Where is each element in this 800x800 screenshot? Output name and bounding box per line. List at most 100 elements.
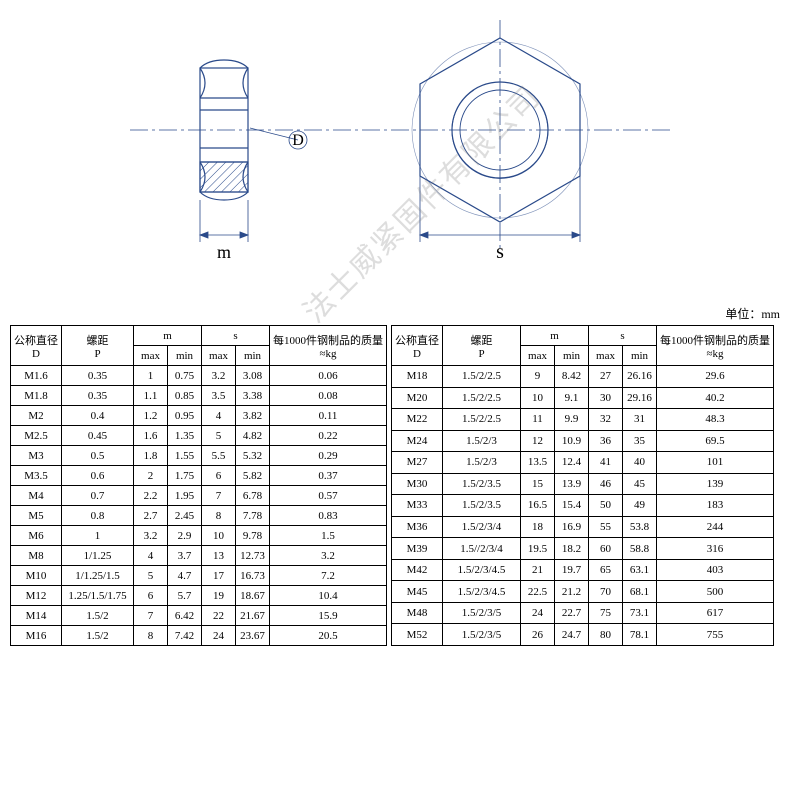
table-cell: 101 <box>657 452 774 474</box>
table-cell: 12 <box>521 430 555 452</box>
table-cell: 7.78 <box>236 506 270 526</box>
table-cell: 19 <box>202 586 236 606</box>
table-cell: 1.5/2/3.5 <box>443 495 521 517</box>
table-cell: 58.8 <box>623 538 657 560</box>
table-cell: M52 <box>392 624 443 646</box>
table-cell: 0.35 <box>62 386 134 406</box>
table-cell: 2.9 <box>168 526 202 546</box>
table-cell: 1.1 <box>134 386 168 406</box>
table-cell: 24 <box>521 602 555 624</box>
table-cell: M42 <box>392 559 443 581</box>
table-cell: 0.8 <box>62 506 134 526</box>
table-cell: M27 <box>392 452 443 474</box>
label-m: m <box>217 242 231 262</box>
table-cell: 78.1 <box>623 624 657 646</box>
table-cell: M8 <box>11 546 62 566</box>
table-cell: 40.2 <box>657 387 774 409</box>
table-cell: M45 <box>392 581 443 603</box>
table-cell: 8.42 <box>555 366 589 388</box>
table-cell: 8 <box>134 626 168 646</box>
table-row: M3.50.621.7565.820.37 <box>11 466 387 486</box>
table-cell: 10 <box>202 526 236 546</box>
table-cell: 0.06 <box>270 366 387 386</box>
table-cell: 6 <box>134 586 168 606</box>
table-cell: 3.2 <box>202 366 236 386</box>
table-cell: 0.11 <box>270 406 387 426</box>
table-cell: 53.8 <box>623 516 657 538</box>
table-cell: 18.2 <box>555 538 589 560</box>
table-row: M331.5/2/3.516.515.45049183 <box>392 495 774 517</box>
table-cell: 68.1 <box>623 581 657 603</box>
table-cell: M14 <box>11 606 62 626</box>
table-cell: 45 <box>623 473 657 495</box>
technical-diagram: D m s <box>130 20 670 280</box>
table-cell: M20 <box>392 387 443 409</box>
table-cell: 27 <box>589 366 623 388</box>
table-cell: 1.5/2/3/5 <box>443 602 521 624</box>
table-cell: 75 <box>589 602 623 624</box>
table-cell: 1.5 <box>270 526 387 546</box>
table-cell: 9 <box>521 366 555 388</box>
table-cell: 32 <box>589 409 623 431</box>
table-row: M1.80.351.10.853.53.380.08 <box>11 386 387 406</box>
table-row: M481.5/2/3/52422.77573.1617 <box>392 602 774 624</box>
table-row: M1.60.3510.753.23.080.06 <box>11 366 387 386</box>
table-cell: 1.35 <box>168 426 202 446</box>
table-cell: M36 <box>392 516 443 538</box>
table-cell: 403 <box>657 559 774 581</box>
table-row: M221.5/2/2.5119.9323148.3 <box>392 409 774 431</box>
table-cell: 316 <box>657 538 774 560</box>
table-cell: 7.42 <box>168 626 202 646</box>
table-cell: 5.5 <box>202 446 236 466</box>
table-cell: M4 <box>11 486 62 506</box>
table-cell: 19.7 <box>555 559 589 581</box>
col-mass-header: 每1000件钢制品的质量≈kg <box>270 326 387 366</box>
table-cell: 3.2 <box>134 526 168 546</box>
table-cell: 13.9 <box>555 473 589 495</box>
table-row: M421.5/2/3/4.52119.76563.1403 <box>392 559 774 581</box>
table-row: M40.72.21.9576.780.57 <box>11 486 387 506</box>
table-row: M201.5/2/2.5109.13029.1640.2 <box>392 387 774 409</box>
table-cell: M18 <box>392 366 443 388</box>
table-cell: 0.22 <box>270 426 387 446</box>
table-row: M301.5/2/3.51513.94645139 <box>392 473 774 495</box>
table-cell: M12 <box>11 586 62 606</box>
table-cell: 41 <box>589 452 623 474</box>
table-cell: M10 <box>11 566 62 586</box>
table-cell: 0.29 <box>270 446 387 466</box>
unit-label: 单位：mm <box>725 305 780 322</box>
table-cell: 3.08 <box>236 366 270 386</box>
table-cell: M3 <box>11 446 62 466</box>
table-cell: 0.95 <box>168 406 202 426</box>
table-cell: 755 <box>657 624 774 646</box>
table-cell: 0.7 <box>62 486 134 506</box>
col-d-header: 公称直径D <box>11 326 62 366</box>
table-cell: 60 <box>589 538 623 560</box>
table-cell: 1/1.25/1.5 <box>62 566 134 586</box>
table-cell: 46 <box>589 473 623 495</box>
table-cell: 1.5/2/3.5 <box>443 473 521 495</box>
table-cell: 1.5/2/2.5 <box>443 387 521 409</box>
table-cell: 1.55 <box>168 446 202 466</box>
table-cell: M6 <box>11 526 62 546</box>
table-cell: 24.7 <box>555 624 589 646</box>
table-cell: 4 <box>134 546 168 566</box>
table-cell: 26 <box>521 624 555 646</box>
table-cell: 10.9 <box>555 430 589 452</box>
table-cell: M2.5 <box>11 426 62 446</box>
table-row: M361.5/2/3/41816.95553.8244 <box>392 516 774 538</box>
spec-tables: 公称直径D 螺距P m s 每1000件钢制品的质量≈kg max min ma… <box>10 325 790 646</box>
table-cell: 0.45 <box>62 426 134 446</box>
table-cell: 65 <box>589 559 623 581</box>
table-cell: M22 <box>392 409 443 431</box>
table-cell: 0.83 <box>270 506 387 526</box>
table-cell: 1.25/1.5/1.75 <box>62 586 134 606</box>
table-cell: 5.7 <box>168 586 202 606</box>
table-cell: 1.5/2/3 <box>443 452 521 474</box>
table-row: M30.51.81.555.55.320.29 <box>11 446 387 466</box>
table-cell: 6.78 <box>236 486 270 506</box>
table-cell: 3.7 <box>168 546 202 566</box>
table-cell: 2.2 <box>134 486 168 506</box>
table-cell: 73.1 <box>623 602 657 624</box>
table-cell: 18.67 <box>236 586 270 606</box>
